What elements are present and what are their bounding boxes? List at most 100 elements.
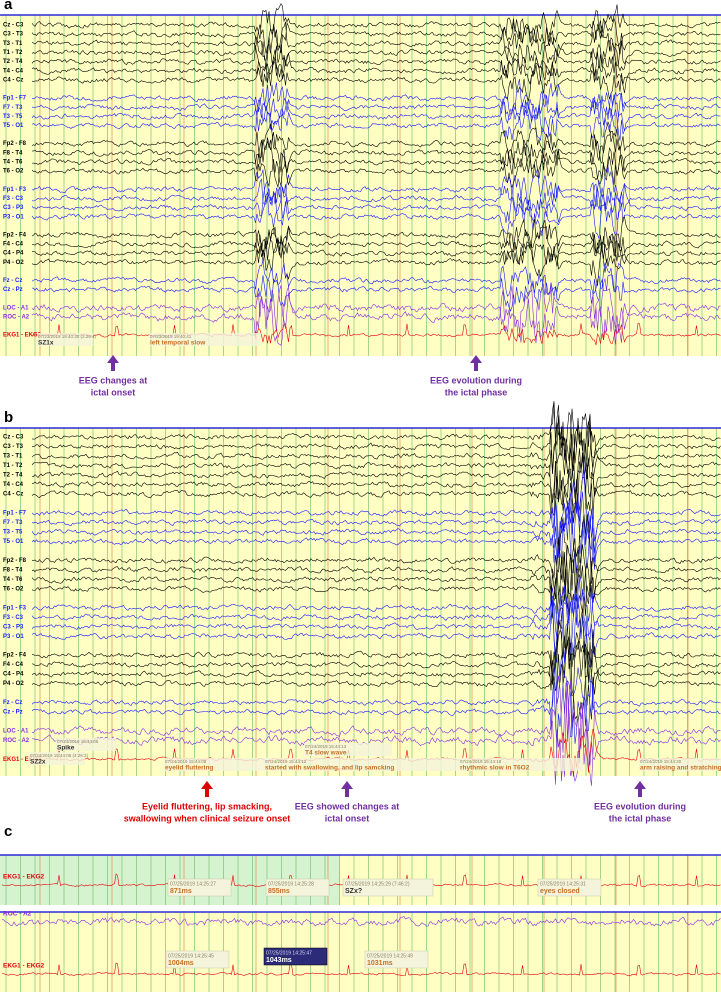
annotation-box — [149, 333, 261, 346]
channel-label: C4 - Cz — [3, 77, 23, 83]
eeg-trace — [1, 962, 721, 977]
eeg-trace — [31, 92, 721, 123]
channel-label: P3 - O1 — [3, 214, 24, 220]
annotation-box — [364, 950, 429, 969]
eeg-trace — [31, 404, 721, 480]
annotation-box — [167, 878, 232, 897]
annotation-time: 07/24/2019 15:44:06 — [57, 739, 99, 744]
eeg-trace — [31, 130, 721, 173]
channel-label: T3 - T1 — [3, 41, 23, 47]
channel-label: C4 - Cz — [3, 492, 23, 498]
channel-label: T3 - T5 — [3, 114, 23, 120]
channel-label: Fp2 - F8 — [3, 141, 27, 147]
annotation-text: T4 slow wave — [305, 750, 347, 757]
channel-label: C4 - P4 — [3, 251, 24, 257]
annotation-time: 07/25/2019 14:25:47 — [266, 950, 312, 956]
annotation-box — [537, 878, 602, 897]
annotation-box — [304, 743, 392, 756]
eeg-trace — [32, 675, 721, 766]
channel-label: F7 - T3 — [3, 105, 23, 111]
arrow — [341, 781, 353, 797]
eeg-trace — [31, 551, 721, 616]
eeg-trace — [31, 607, 721, 685]
eeg-trace — [1, 916, 721, 927]
eeg-trace — [31, 139, 721, 188]
channel-label: T4 - T6 — [3, 577, 23, 583]
annotation-text: eyes closed — [540, 888, 580, 895]
annotation-text: 871ms — [170, 888, 192, 895]
channel-label: T6 - O2 — [3, 586, 24, 592]
eeg-trace — [31, 39, 721, 79]
eeg-trace — [31, 682, 721, 786]
channel-label: Fp2 - F4 — [3, 232, 27, 238]
channel-label: T3 - T5 — [3, 529, 23, 535]
eeg-trace — [31, 180, 721, 226]
eeg-background — [0, 912, 721, 992]
annotation-text: arm raising and stratching — [640, 765, 721, 772]
eeg-trace — [31, 462, 721, 559]
annotation-text: rhythmic slow in T6O2 — [460, 765, 530, 772]
annotation-text: 855ms — [268, 888, 290, 895]
panel-letter: c — [4, 823, 12, 840]
channel-label: T5 - O1 — [3, 123, 24, 129]
annotation-time: 07/23/2019 19:40:41 — [150, 334, 192, 339]
eeg-background — [0, 428, 721, 776]
annotation-text: SZx? — [345, 888, 362, 895]
channel-label: Cz - C3 — [3, 435, 24, 441]
eeg-trace — [31, 574, 721, 663]
channel-label: T2 - T4 — [3, 59, 23, 65]
eeg-trace — [31, 17, 721, 55]
channel-label: F4 - C4 — [3, 662, 24, 668]
annotation-text: 1004ms — [168, 960, 194, 967]
channel-label: C3 - T3 — [3, 32, 24, 38]
annotation-text: eyelid fluttering — [165, 765, 213, 772]
annotation-text: 1031ms — [367, 960, 393, 967]
eeg-trace — [31, 538, 721, 619]
channel-label: T1 - T2 — [3, 50, 23, 56]
annotation-box — [265, 878, 330, 897]
eeg-trace — [31, 537, 721, 611]
eeg-trace — [31, 421, 721, 511]
eeg-trace — [31, 461, 721, 524]
channel-label: T4 - C4 — [3, 482, 24, 488]
channel-label: ROC - A2 — [3, 314, 30, 320]
channel-label: T4 - C4 — [3, 68, 24, 74]
channel-label: Fp1 - F3 — [3, 605, 27, 611]
eeg-trace — [31, 629, 721, 722]
annotation-time: 07/24/2019 15:44:08 — [165, 759, 207, 764]
annotation-box — [29, 752, 85, 765]
eeg-trace — [31, 453, 721, 516]
eeg-trace — [31, 94, 721, 139]
eeg-trace — [31, 679, 721, 748]
eeg-trace — [31, 585, 721, 656]
annotation-box — [342, 878, 434, 897]
eeg-trace — [31, 225, 721, 263]
annotation-box — [165, 950, 230, 969]
annotation-text: left temporal slow — [150, 340, 206, 347]
arrow — [201, 781, 213, 797]
caption: EEG changes at — [79, 375, 148, 385]
channel-label: Fp2 - F4 — [3, 653, 27, 659]
channel-label: Cz - Pz — [3, 710, 23, 716]
eeg-trace — [31, 514, 721, 610]
eeg-trace — [31, 195, 721, 239]
channel-label: T4 - T6 — [3, 160, 23, 166]
annotation-text: started with swallowing, and lip samckin… — [265, 765, 394, 772]
annotation-text: Spike — [57, 745, 75, 752]
panel-letter: a — [4, 0, 13, 13]
annotation-box — [639, 758, 721, 771]
annotation-box — [263, 947, 328, 966]
eeg-trace — [31, 216, 721, 258]
annotation-time: 07/23/2019 19:40:30 (2:29:4) — [38, 334, 97, 339]
eeg-trace — [31, 323, 721, 346]
annotation-time: 07/25/2019 14:25:31 — [540, 881, 586, 887]
channel-label: EKG1 - EKG2 — [3, 963, 45, 970]
eeg-trace — [31, 3, 721, 44]
eeg-trace — [31, 430, 721, 517]
channel-label: Cz - C3 — [3, 23, 24, 29]
annotation-box — [164, 758, 272, 771]
eeg-trace — [31, 586, 721, 665]
eeg-trace — [31, 500, 721, 574]
annotation-text: SZ1x — [38, 340, 54, 347]
channel-label: P3 - O1 — [3, 634, 24, 640]
